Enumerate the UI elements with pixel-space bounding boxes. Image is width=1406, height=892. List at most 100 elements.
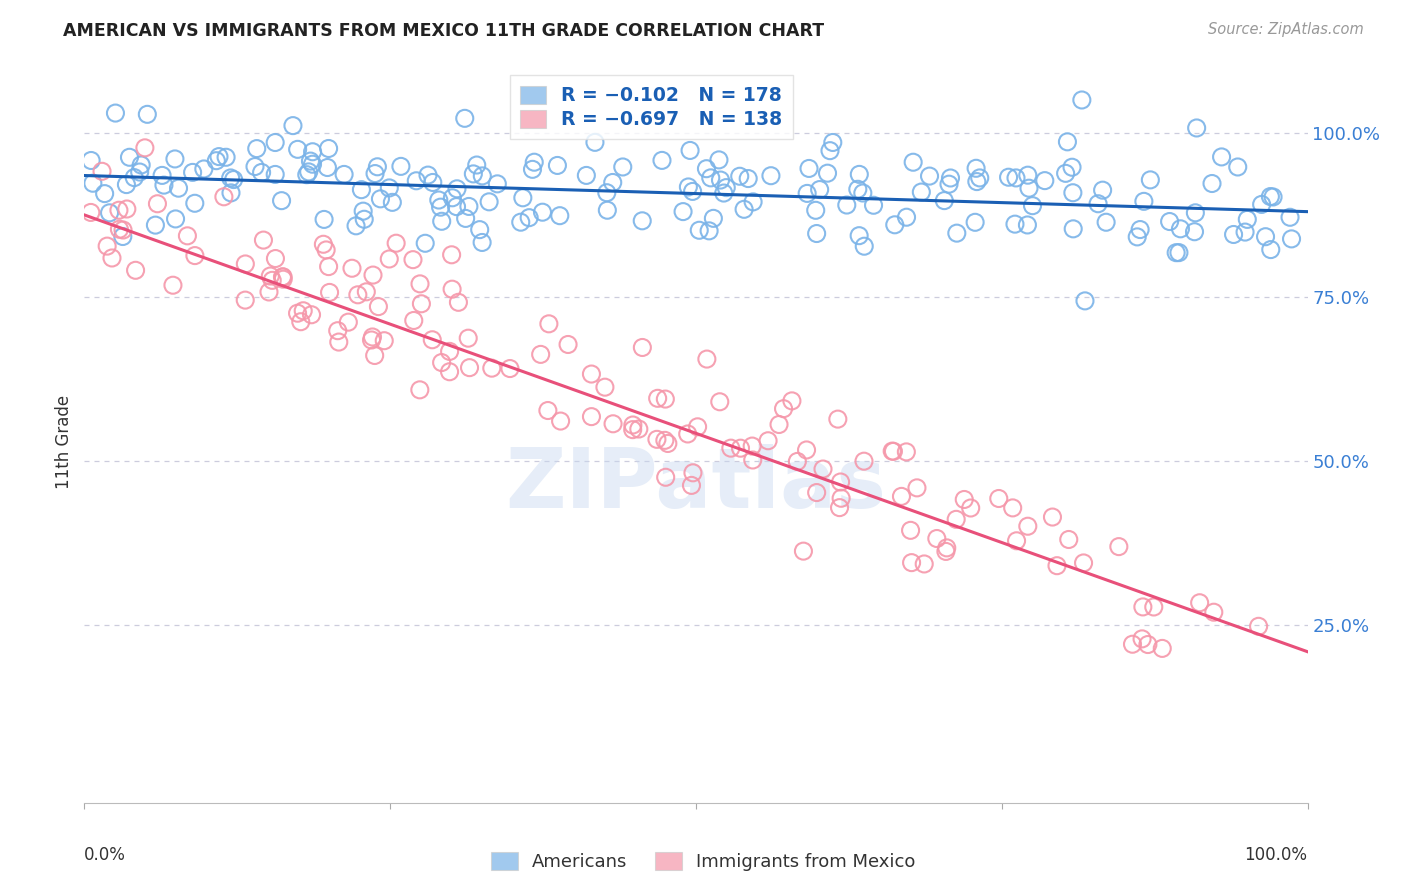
Point <box>427 193 450 207</box>
Point <box>1260 189 1282 203</box>
Point <box>181 165 204 179</box>
Point <box>1188 596 1211 610</box>
Point <box>222 172 245 186</box>
Point <box>651 153 673 168</box>
Legend: Americans, Immigrants from Mexico: Americans, Immigrants from Mexico <box>484 846 922 879</box>
Point <box>709 394 731 409</box>
Point <box>612 160 634 174</box>
Point <box>301 157 323 171</box>
Point <box>409 277 432 291</box>
Point <box>1018 181 1040 195</box>
Point <box>271 269 294 284</box>
Point <box>262 273 284 287</box>
Point <box>108 222 131 236</box>
Point <box>250 165 273 179</box>
Point <box>1133 194 1156 209</box>
Point <box>862 198 884 212</box>
Point <box>531 205 554 219</box>
Point <box>1033 173 1056 187</box>
Point <box>1108 540 1130 554</box>
Point <box>797 161 820 176</box>
Point <box>112 223 135 237</box>
Point <box>361 268 384 282</box>
Point <box>145 218 167 232</box>
Point <box>454 211 477 226</box>
Point <box>602 417 624 431</box>
Point <box>312 237 335 252</box>
Point <box>925 532 948 546</box>
Point <box>290 315 312 329</box>
Point <box>796 442 818 457</box>
Point <box>344 219 367 233</box>
Point <box>264 252 287 266</box>
Point <box>935 541 957 555</box>
Point <box>602 176 624 190</box>
Point <box>581 409 603 424</box>
Point <box>1279 211 1302 225</box>
Point <box>681 478 703 492</box>
Point <box>440 248 463 262</box>
Point <box>1121 637 1143 651</box>
Point <box>129 158 152 172</box>
Point <box>796 186 818 201</box>
Point <box>772 401 794 416</box>
Point <box>468 222 491 236</box>
Point <box>546 158 568 172</box>
Point <box>741 439 763 453</box>
Point <box>741 453 763 467</box>
Point <box>352 204 374 219</box>
Point <box>912 557 935 571</box>
Point <box>742 194 765 209</box>
Point <box>439 365 461 379</box>
Point <box>1136 638 1159 652</box>
Point <box>1184 225 1206 239</box>
Point <box>523 155 546 169</box>
Point <box>316 161 339 175</box>
Point <box>385 236 408 251</box>
Point <box>446 200 468 214</box>
Point <box>104 106 127 120</box>
Point <box>402 313 425 327</box>
Point <box>550 414 572 428</box>
Point <box>1184 206 1206 220</box>
Point <box>792 544 814 558</box>
Point <box>499 361 522 376</box>
Point <box>1139 173 1161 187</box>
Point <box>163 152 186 166</box>
Point <box>806 227 828 241</box>
Point <box>688 223 710 237</box>
Point <box>780 393 803 408</box>
Point <box>1005 533 1028 548</box>
Point <box>420 333 443 347</box>
Point <box>900 556 922 570</box>
Point <box>530 347 553 361</box>
Point <box>162 278 184 293</box>
Point <box>378 181 401 195</box>
Point <box>471 169 494 183</box>
Point <box>1226 160 1249 174</box>
Point <box>292 303 315 318</box>
Point <box>631 214 654 228</box>
Point <box>347 287 370 301</box>
Point <box>621 423 644 437</box>
Point <box>271 269 294 284</box>
Point <box>811 462 834 476</box>
Point <box>439 344 461 359</box>
Point <box>430 355 453 369</box>
Point <box>997 170 1019 185</box>
Point <box>1126 230 1149 244</box>
Point <box>676 427 699 442</box>
Point <box>1152 641 1174 656</box>
Point <box>581 367 603 381</box>
Point <box>264 136 287 150</box>
Point <box>447 295 470 310</box>
Point <box>853 454 876 468</box>
Point <box>481 361 503 376</box>
Point <box>243 160 266 174</box>
Point <box>193 161 215 176</box>
Point <box>1060 160 1083 174</box>
Point <box>946 226 969 240</box>
Point <box>827 412 849 426</box>
Point <box>1170 222 1192 236</box>
Point <box>259 268 281 283</box>
